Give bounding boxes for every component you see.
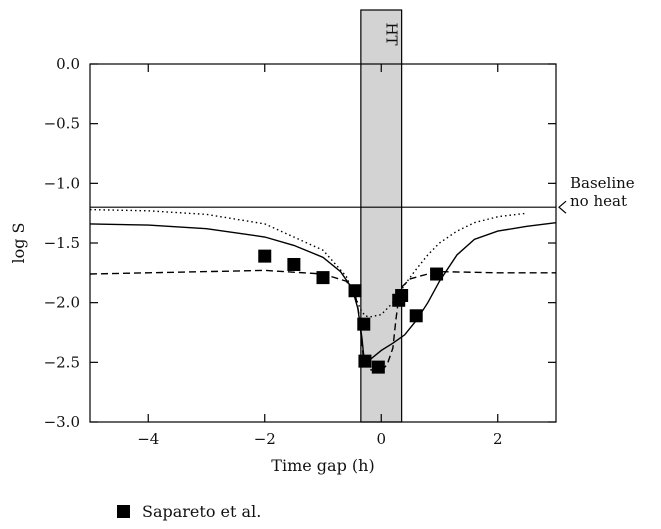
curve-solid: [90, 222, 556, 364]
scatter-point: [409, 309, 423, 323]
baseline-label: Baseline: [570, 174, 635, 192]
scatter-point: [258, 249, 272, 263]
x-axis-ticks: −4 −2 0 2: [137, 64, 503, 448]
curve-dotted: [90, 208, 527, 318]
y-tick-label: 0.0: [56, 55, 80, 73]
y-tick-label: −0.5: [44, 115, 80, 133]
ht-shaded-band: [360, 9, 403, 423]
scatter-point: [430, 267, 444, 281]
y-tick-label: −1.5: [44, 234, 80, 252]
x-axis-label: Time gap (h): [271, 456, 374, 475]
axes-border: [89, 63, 557, 423]
baseline-arrowhead: [558, 200, 567, 214]
baseline-arrow: [558, 200, 567, 214]
legend: Sapareto et al.: [117, 500, 261, 522]
y-tick-label: −1.0: [44, 174, 80, 192]
scatter-point: [357, 317, 371, 331]
legend-square-marker: [117, 504, 130, 518]
x-tick-label: 2: [493, 430, 503, 448]
scatter-point: [395, 289, 409, 303]
scatter-point: [287, 257, 301, 271]
y-axis-label: log S: [9, 222, 28, 263]
curve-dashed: [90, 269, 556, 372]
scatter-point: [371, 360, 385, 374]
y-axis-ticks: 0.0 −0.5 −1.0 −1.5 −2.0 −2.5 −3.0: [44, 55, 556, 431]
x-tick-label: −2: [254, 430, 276, 448]
y-tick-label: −2.0: [44, 294, 80, 312]
plot-frame: [89, 63, 557, 423]
baseline-no-heat-label: no heat: [570, 192, 627, 210]
scatter-point: [358, 354, 372, 368]
model-curves: [90, 208, 556, 372]
y-tick-label: −3.0: [44, 413, 80, 431]
x-tick-label: 0: [376, 430, 386, 448]
y-tick-label: −2.5: [44, 353, 80, 371]
scatter-series: [258, 249, 444, 374]
scatter-point: [348, 284, 362, 298]
x-tick-label: −4: [137, 430, 159, 448]
ht-band-label: HT: [382, 22, 400, 45]
legend-label: Sapareto et al.: [142, 501, 262, 521]
scatter-point: [316, 271, 330, 285]
